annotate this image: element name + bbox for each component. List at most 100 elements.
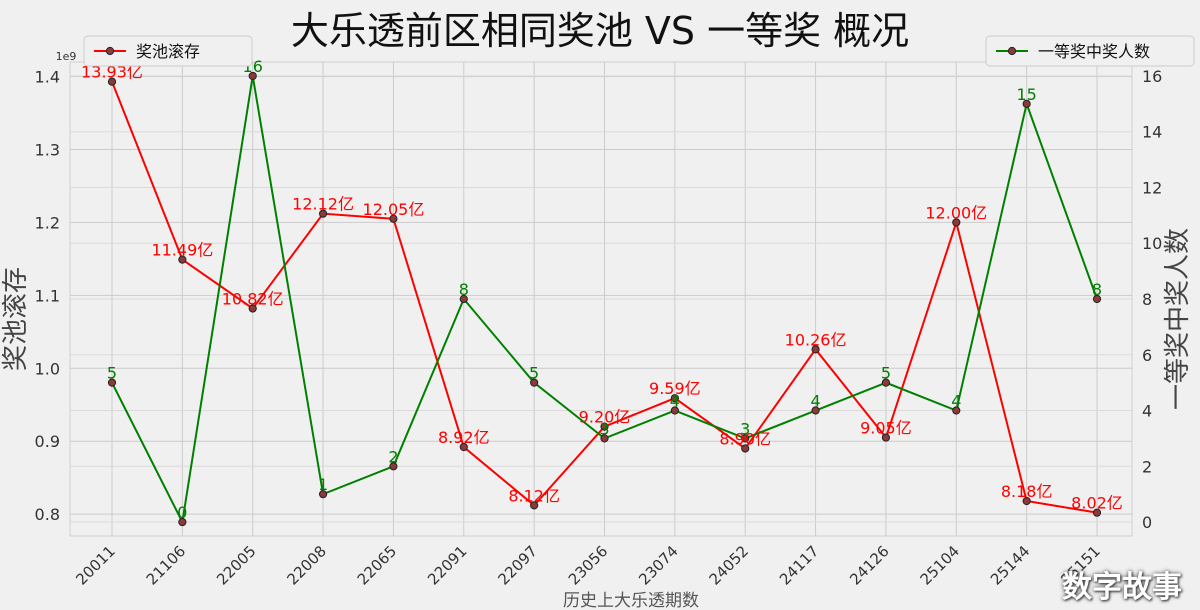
series-0-point: [459, 442, 468, 452]
y-right-tick-label: 10: [1142, 234, 1162, 253]
series-1-point: [1022, 99, 1031, 108]
series-1-data-label: 8: [459, 280, 469, 299]
legend: 奖池滚存 一等奖中奖人数: [83, 35, 1195, 67]
x-tick-label: 24126: [846, 542, 892, 588]
x-tick-label: 22008: [283, 542, 329, 588]
chart-title: 大乐透前区相同奖池 VS 一等奖 概况: [290, 9, 910, 53]
series-1-data-label: 4: [951, 392, 961, 411]
series-1-point: [178, 517, 187, 527]
series-0-point: [530, 501, 539, 510]
series-1-point: [107, 378, 117, 387]
legend-label: 一等奖中奖人数: [1038, 42, 1150, 61]
y-left-axis-label: 奖池滚存: [1, 267, 31, 371]
series-0-data-label: 8.90亿: [719, 429, 771, 448]
series-0-point: [248, 304, 257, 313]
series-1-data-label: 4: [670, 392, 680, 411]
x-tick-label: 20011: [72, 542, 118, 588]
series-1-data-label: 1: [318, 475, 328, 494]
series-0-data-label: 10.26亿: [785, 330, 847, 349]
series-0-point: [670, 394, 679, 403]
y-left-tick-label: 1.0: [35, 359, 60, 378]
legend-label: 奖池滚存: [136, 42, 200, 61]
series-0-point: [600, 422, 609, 431]
y-right-tick-label: 12: [1142, 178, 1162, 197]
series-1-point: [881, 378, 891, 387]
series-1-point: [670, 406, 679, 415]
series-1-point: [459, 294, 468, 304]
series-0-data-label: 12.00亿: [925, 203, 987, 222]
series-0-data-label: 11.49亿: [151, 241, 213, 260]
y-left-tick-label: 0.9: [35, 432, 60, 451]
series-0-point: [318, 209, 328, 218]
y-right-tick-label: 8: [1142, 290, 1152, 309]
x-tick-label: 21106: [143, 542, 189, 588]
series-0-data-label: 8.12亿: [508, 486, 560, 505]
x-tick-label: 22097: [495, 542, 541, 588]
series-1-data-label: 4: [810, 392, 820, 411]
series-0-data-label: 9.20亿: [579, 408, 631, 427]
y-right-tick-label: 4: [1142, 402, 1152, 421]
data-labels: 13.93亿 11.49亿 10.82亿 12.12亿 12.05亿 8.92亿 8.12亿…: [81, 57, 1123, 522]
series-1-point: [741, 434, 750, 443]
series-1-point: [389, 462, 398, 471]
y-right-tick-label: 2: [1142, 457, 1152, 476]
series-0-data-label: 12.12亿: [292, 195, 354, 214]
series-1-point: [600, 434, 609, 443]
series-1-point: [811, 406, 820, 415]
series-1-data-label: 5: [529, 364, 539, 383]
series-0-data-label: 12.05亿: [363, 200, 425, 219]
y-left-tick-label: 1.3: [35, 141, 60, 160]
series-0-data-label: 10.82亿: [222, 289, 284, 308]
series-0-point: [178, 255, 187, 264]
series-0-data-label: 13.93亿: [81, 63, 143, 82]
series-0-point: [1092, 508, 1102, 517]
y-left-tick-label: 0.8: [35, 505, 60, 524]
x-tick-label: 25104: [917, 542, 963, 588]
y-left-tick-label: 1.4: [35, 68, 60, 87]
series-1-data-label: 5: [881, 364, 891, 383]
series-1-point: [530, 378, 539, 387]
x-tick-label: 25144: [987, 542, 1033, 588]
x-axis-label: 历史上大乐透期数: [563, 591, 699, 610]
series-0-data-label: 8.18亿: [1001, 482, 1053, 501]
legend-marker: [105, 46, 115, 56]
series-1-data-label: 0: [177, 503, 187, 522]
series-1-point: [248, 71, 257, 81]
series-0-point: [811, 345, 820, 354]
series-0-point: [881, 433, 891, 442]
x-tick-label: 22065: [354, 542, 400, 588]
series-0-point: [1022, 496, 1031, 506]
x-tick-label: 22005: [213, 542, 259, 588]
y-right-tick-label: 6: [1142, 346, 1152, 365]
series-1-data-label: 3: [599, 419, 609, 438]
x-tick-label: 22091: [424, 542, 470, 588]
y-left-multiplier: 1e9: [56, 50, 77, 63]
series-0-data-label: 9.05亿: [860, 419, 912, 438]
legend-marker: [1007, 46, 1017, 56]
y-right-tick-label: 16: [1142, 67, 1162, 86]
grid-lines: [69, 61, 1133, 537]
y-right-axis-label: 一等奖中奖人数: [1163, 228, 1193, 410]
series-1-data-label: 3: [740, 419, 750, 438]
series-1-data-label: 5: [107, 364, 117, 383]
legend-box: [83, 35, 253, 67]
x-tick-label: 24052: [706, 542, 752, 588]
series-0-point: [389, 214, 398, 223]
series-0-data-label: 8.92亿: [438, 428, 490, 447]
series-0-point: [741, 444, 750, 453]
series-0-data-label: 9.59亿: [649, 379, 701, 398]
legend-box: [985, 35, 1195, 67]
y-left-tick-label: 1.2: [35, 213, 60, 232]
series-1-point: [1092, 294, 1102, 304]
watermark: 数字故事: [1062, 570, 1182, 605]
series-1-data-label: 8: [1092, 280, 1102, 299]
series-1-data-label: 15: [1016, 85, 1036, 104]
series-1-point: [952, 406, 961, 415]
y-right-tick-label: 0: [1142, 513, 1152, 532]
x-tick-label: 23074: [635, 542, 681, 588]
series-1-data-label: 2: [388, 447, 398, 466]
series-layer: [107, 71, 1102, 527]
series-0-point: [107, 77, 117, 86]
x-tick-label: 23056: [565, 542, 611, 588]
